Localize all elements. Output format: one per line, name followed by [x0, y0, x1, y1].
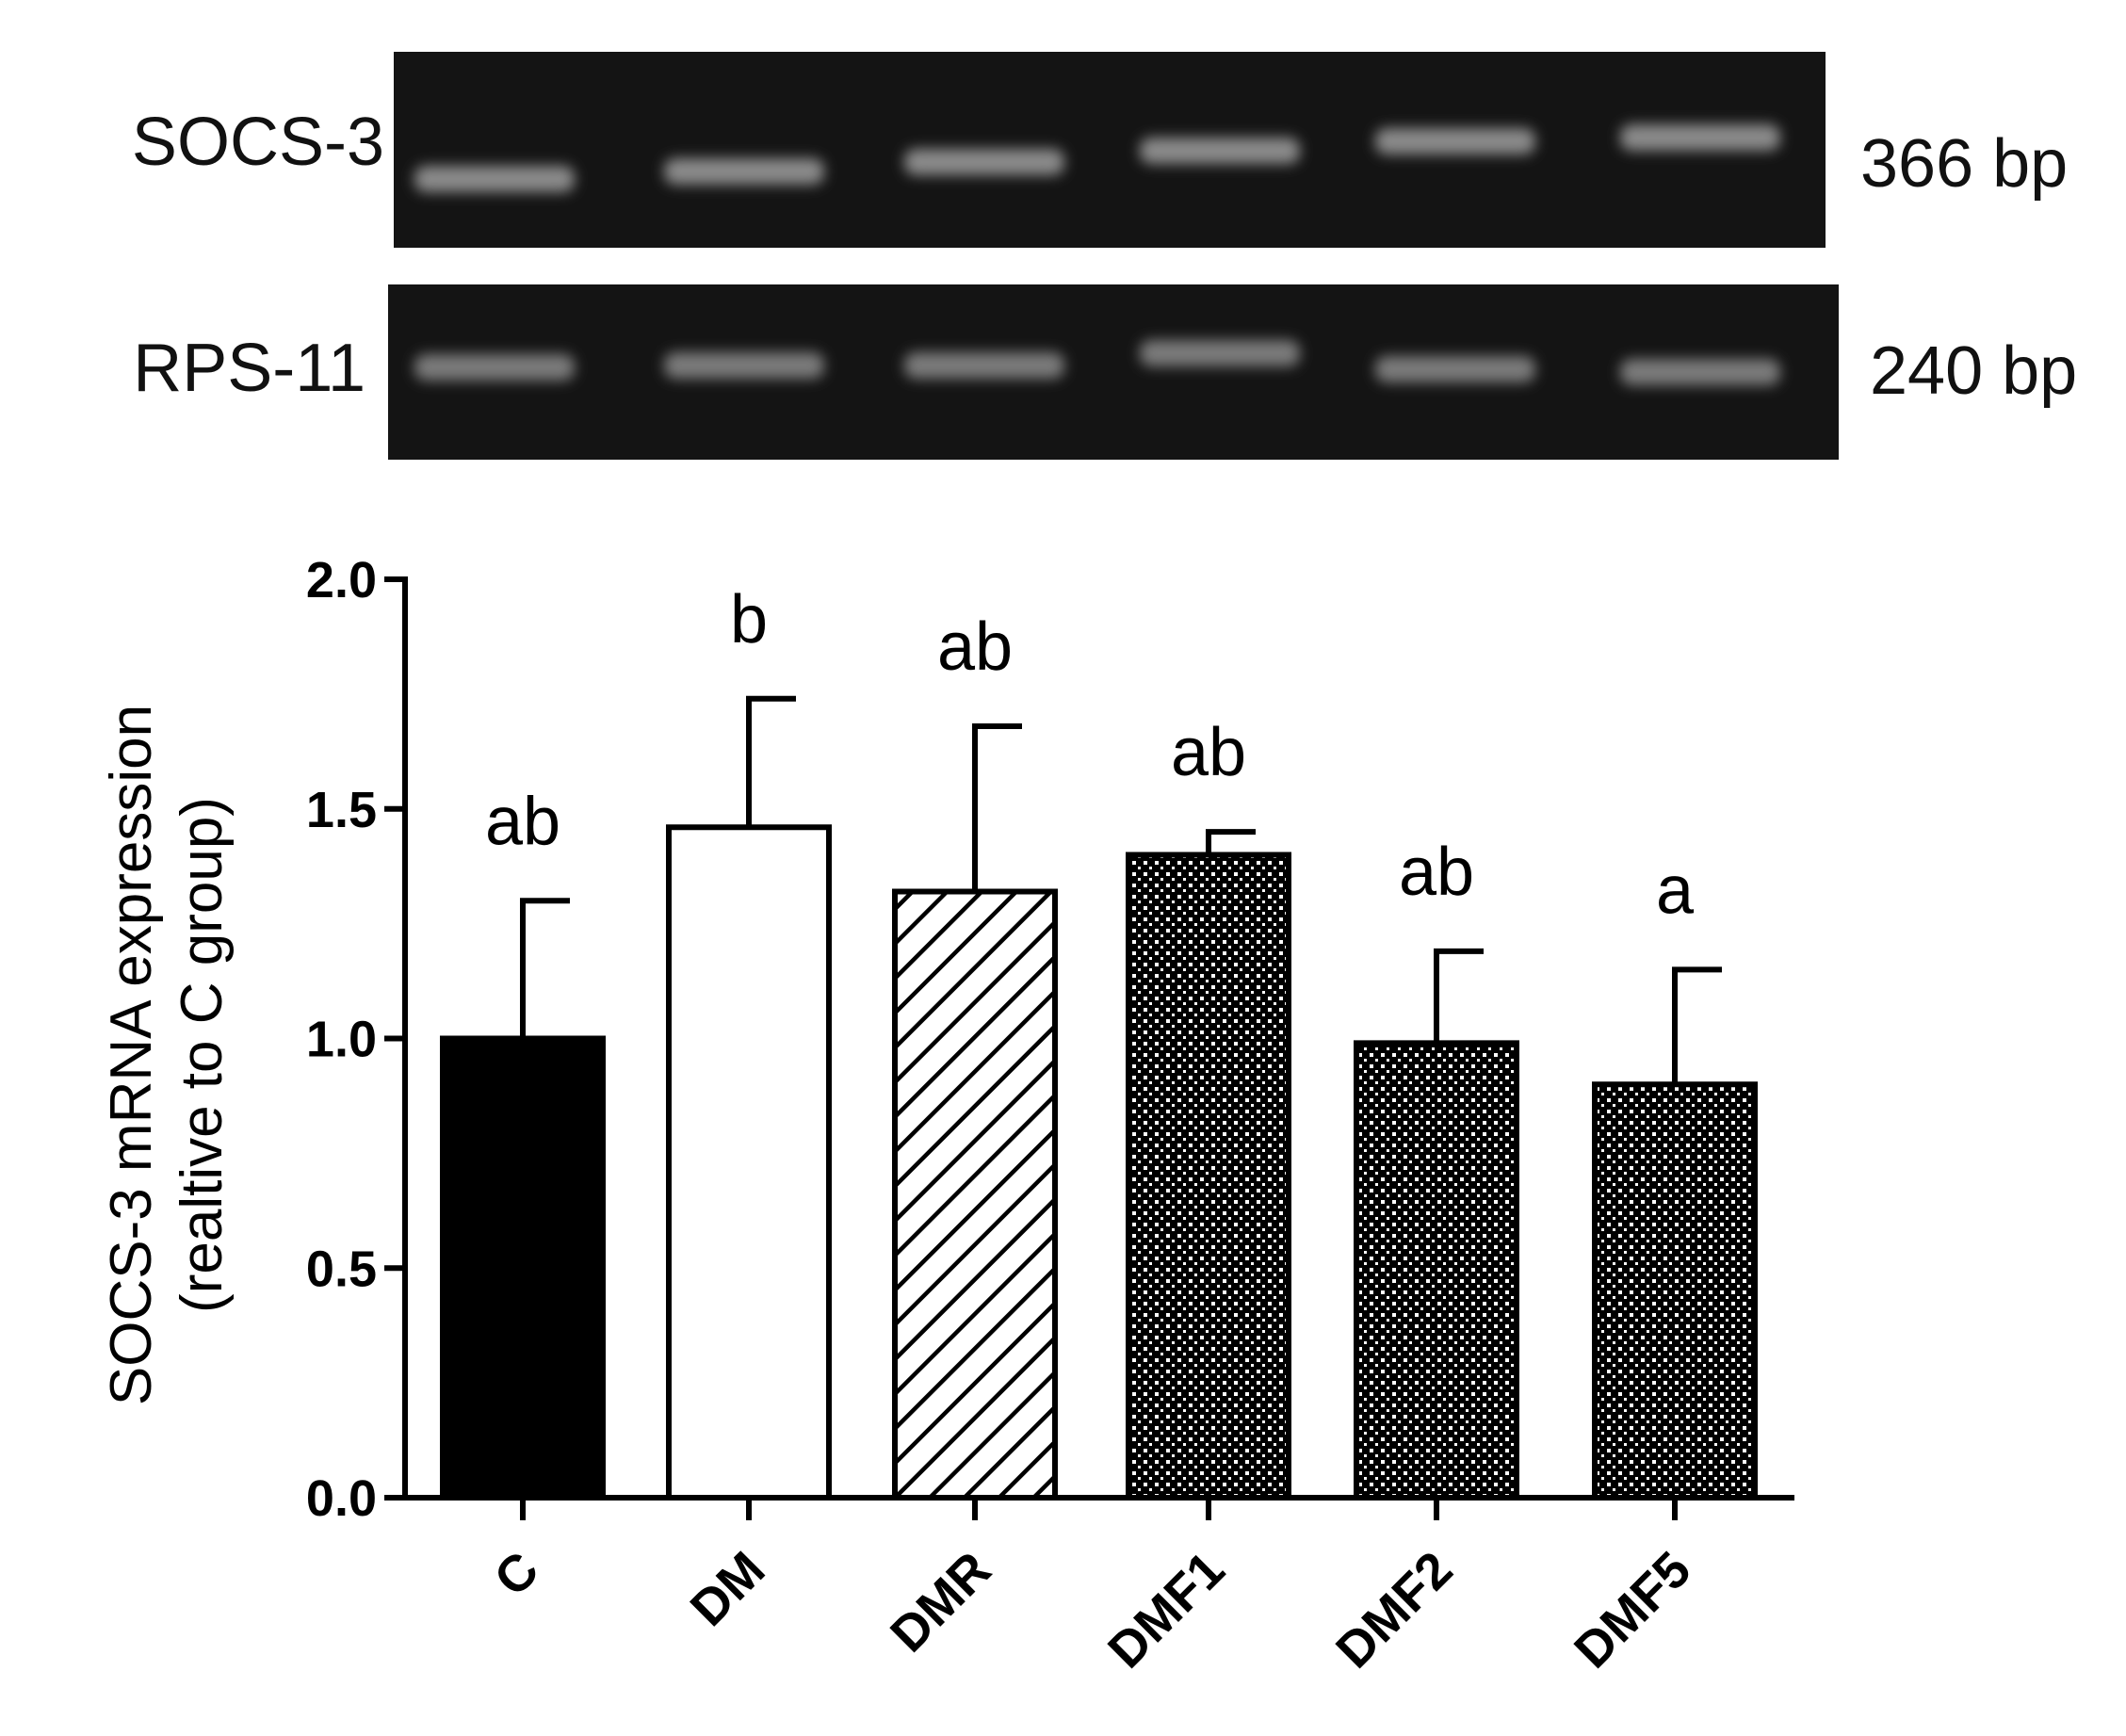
y-axis: 0.0 0.5 1.0 1.5 2.0	[306, 552, 408, 1527]
bars	[440, 824, 1758, 1501]
gel-panel: SOCS-3 RPS-11 366 bp 240 bp	[132, 52, 2077, 460]
gel-band-socs3	[664, 158, 824, 185]
category-label: C	[483, 1541, 549, 1607]
bar-dm	[666, 824, 832, 1501]
y-axis-label: SOCS-3 mRNA expression (realtive to C gr…	[99, 705, 235, 1405]
gel-label-rps11: RPS-11	[133, 331, 365, 406]
gel-band-socs3	[414, 166, 575, 192]
gel-label-socs3: SOCS-3	[132, 105, 384, 180]
category-label: DMR	[880, 1541, 1001, 1663]
category-label: DMF1	[1097, 1541, 1235, 1679]
y-axis-label-line1: SOCS-3 mRNA expression	[99, 705, 164, 1405]
gel-image-socs3	[394, 52, 1826, 248]
gel-band-rps11	[664, 352, 824, 379]
gel-band-rps11	[1375, 356, 1535, 382]
bar-chart: SOCS-3 mRNA expression (realtive to C gr…	[99, 552, 1794, 1679]
bar-dmf1	[1126, 852, 1291, 1501]
significance-label: ab	[1399, 835, 1474, 910]
gel-image-rps11	[388, 284, 1839, 460]
gel-band-rps11	[904, 352, 1064, 379]
gel-bands-rps11	[414, 340, 1780, 385]
gel-size-rps11: 240 bp	[1870, 333, 2077, 409]
y-tick-label: 2.0	[306, 552, 377, 608]
gel-bands-socs3	[414, 124, 1780, 192]
bar-dmf5	[1592, 1081, 1758, 1501]
significance-label: b	[730, 582, 768, 657]
category-label: DMF5	[1564, 1541, 1701, 1679]
gel-band-rps11	[414, 354, 575, 381]
gel-band-socs3	[1140, 138, 1300, 164]
y-tick-label: 1.0	[306, 1012, 377, 1068]
significance-labels: ab b ab ab ab a	[485, 582, 1695, 929]
y-tick-label: 0.0	[306, 1470, 377, 1527]
gel-band-socs3	[1375, 128, 1535, 154]
gel-size-socs3: 366 bp	[1860, 126, 2068, 202]
y-axis-label-line2: (realtive to C group)	[170, 797, 235, 1313]
significance-label: a	[1656, 852, 1695, 928]
significance-label: ab	[485, 784, 560, 859]
significance-label: ab	[937, 609, 1013, 685]
category-label: DMF2	[1325, 1541, 1463, 1679]
bar-dmr	[892, 888, 1058, 1501]
gel-band-socs3	[904, 149, 1064, 175]
bar-c	[440, 1035, 606, 1501]
error-bars	[520, 695, 1722, 1085]
significance-label: ab	[1171, 715, 1246, 790]
gel-band-rps11	[1140, 340, 1300, 366]
bar-dmf2	[1354, 1040, 1519, 1501]
category-labels: C DM DMR DMF1 DMF2 DMF5	[483, 1541, 1701, 1679]
y-tick-label: 1.5	[306, 782, 377, 838]
gel-band-rps11	[1620, 359, 1780, 385]
y-tick-label: 0.5	[306, 1241, 377, 1297]
category-label: DM	[680, 1541, 776, 1637]
x-axis	[402, 1495, 1794, 1520]
gel-band-socs3	[1620, 124, 1780, 151]
